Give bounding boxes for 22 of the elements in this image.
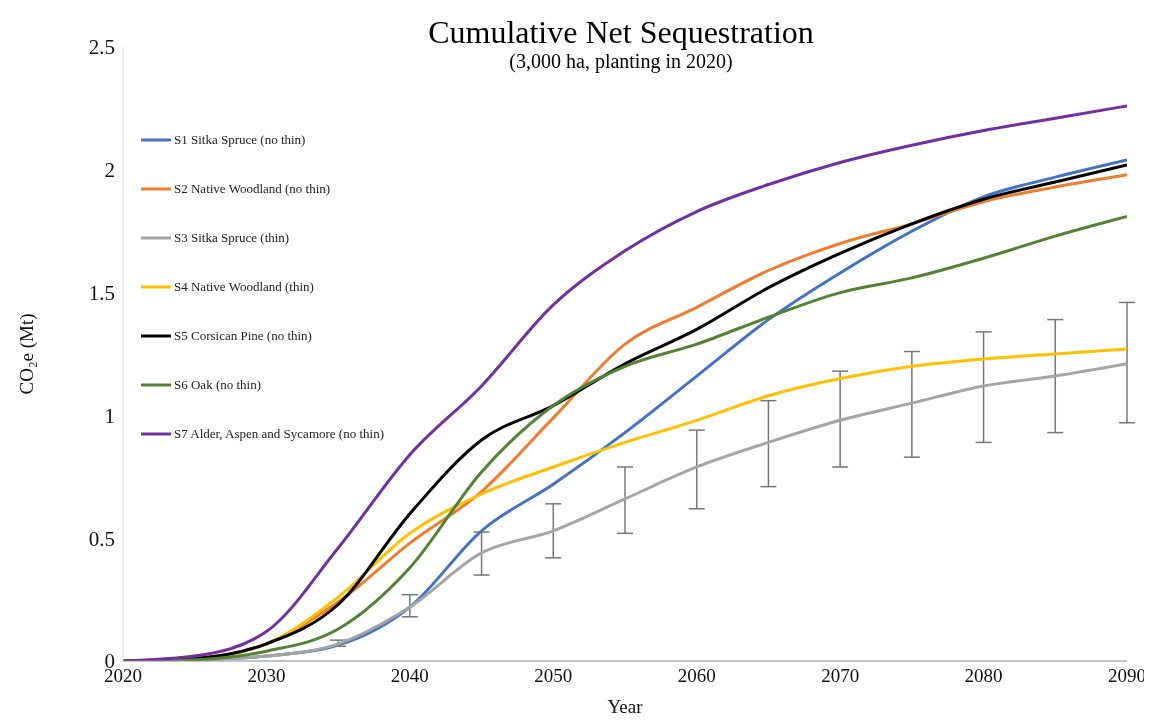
y-tick-label: 2 <box>104 158 115 183</box>
legend-label: S6 Oak (no thin) <box>174 376 262 393</box>
legend-label: S5 Corsican Pine (no thin) <box>174 327 312 344</box>
y-tick-label: 0.5 <box>88 526 115 551</box>
legend-label: S7 Alder, Aspen and Sycamore (no thin) <box>174 425 384 442</box>
chart-title: Cumulative Net Sequestration <box>427 14 815 50</box>
y-tick-label: 1 <box>104 403 115 428</box>
x-tick-label: 2030 <box>247 665 286 687</box>
x-axis-title: Year <box>607 696 644 717</box>
y-tick-label: 2.5 <box>88 35 115 60</box>
x-tick-label: 2060 <box>677 665 716 687</box>
y-axis-title: CO₂e (Mt) <box>16 313 38 395</box>
chart-subtitle: (3,000 ha, planting in 2020) <box>508 50 734 73</box>
legend-label: S2 Native Woodland (no thin) <box>174 180 331 197</box>
y-tick-label: 1.5 <box>88 281 115 306</box>
x-tick-label: 2050 <box>534 665 573 687</box>
legend-label: S3 Sitka Spruce (thin) <box>174 229 290 246</box>
x-tick-label: 2070 <box>821 665 860 687</box>
x-tick-label: 2080 <box>964 665 1003 687</box>
legend-label: S4 Native Woodland (thin) <box>174 278 314 295</box>
x-tick-label: 2040 <box>390 665 429 687</box>
legend-label: S1 Sitka Spruce (no thin) <box>174 131 306 148</box>
